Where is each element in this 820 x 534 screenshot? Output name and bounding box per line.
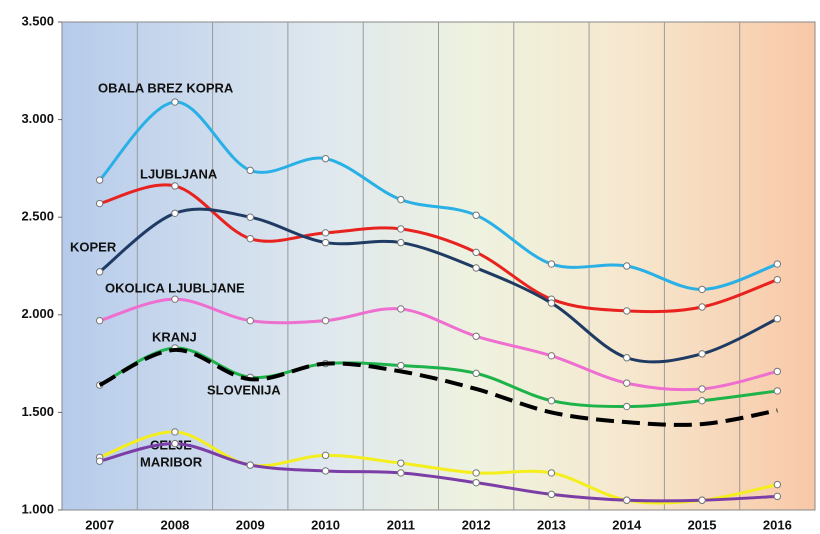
data-point <box>698 350 706 358</box>
data-point <box>698 303 706 311</box>
y-tick-label: 3.000 <box>21 111 54 126</box>
data-point <box>171 295 179 303</box>
x-tick-label: 2016 <box>763 517 792 532</box>
data-point <box>397 238 405 247</box>
data-point <box>472 469 480 477</box>
data-point <box>171 428 179 436</box>
data-point <box>472 248 480 257</box>
series-line <box>98 347 778 427</box>
data-point <box>547 490 556 499</box>
data-point <box>773 492 782 501</box>
data-point <box>95 316 104 325</box>
data-point <box>246 213 254 221</box>
data-point <box>171 98 179 106</box>
data-point <box>95 176 104 184</box>
data-point <box>321 238 330 247</box>
y-tick-label: 2.000 <box>21 306 54 321</box>
data-point <box>472 332 480 340</box>
data-point <box>773 275 782 284</box>
data-point <box>397 305 405 313</box>
data-point <box>472 264 480 272</box>
data-point <box>623 496 631 504</box>
data-point <box>623 262 631 270</box>
data-point <box>95 199 104 208</box>
data-point <box>547 260 556 268</box>
series-line <box>99 297 778 392</box>
x-tick-label: 2009 <box>236 517 265 532</box>
data-point <box>547 299 556 307</box>
data-point <box>397 361 405 370</box>
series-line <box>98 100 778 291</box>
y-tick-label: 3.500 <box>21 13 54 28</box>
data-point <box>246 166 254 175</box>
x-tick-label: 2012 <box>462 517 491 532</box>
series-label: KRANJ <box>152 329 197 344</box>
data-point <box>397 225 405 233</box>
data-point <box>547 396 556 405</box>
x-tick-label: 2011 <box>387 517 415 532</box>
data-point <box>472 478 480 487</box>
data-point <box>171 209 179 217</box>
data-point <box>321 451 330 460</box>
x-tick-label: 2007 <box>85 517 114 532</box>
data-point <box>773 367 782 376</box>
data-point <box>95 457 104 465</box>
y-tick-label: 1.500 <box>21 404 54 419</box>
data-point <box>698 285 706 294</box>
data-point <box>171 439 179 448</box>
data-point <box>698 496 706 504</box>
data-point <box>623 379 631 387</box>
data-point <box>773 387 782 395</box>
data-point <box>95 268 104 276</box>
series-label: OKOLICA LJUBLJANE <box>105 280 245 295</box>
series-label: MARIBOR <box>140 454 203 469</box>
data-point <box>547 352 556 360</box>
series-label: OBALA BREZ KOPRA <box>98 80 234 95</box>
data-point <box>397 195 405 204</box>
series-label: SLOVENIJA <box>207 382 281 397</box>
data-point <box>472 369 480 378</box>
x-tick-label: 2010 <box>311 517 340 532</box>
data-point <box>397 469 405 477</box>
x-tick-label: 2008 <box>160 517 189 532</box>
data-point <box>246 461 254 469</box>
data-point <box>246 316 254 325</box>
series-line <box>98 207 778 364</box>
y-tick-label: 2.500 <box>21 209 54 224</box>
data-point <box>698 396 706 405</box>
x-tick-label: 2013 <box>537 517 566 532</box>
data-point <box>547 469 556 477</box>
y-tick-label: 1.000 <box>21 501 54 516</box>
x-tick-label: 2014 <box>612 517 642 532</box>
data-point <box>246 234 254 243</box>
data-point <box>397 459 405 467</box>
data-point <box>698 385 706 393</box>
series-line <box>99 183 778 314</box>
series-line <box>99 442 778 503</box>
data-point <box>321 467 330 475</box>
data-point <box>472 211 480 219</box>
data-point <box>623 354 631 362</box>
data-point <box>321 154 330 163</box>
data-point <box>171 182 179 190</box>
data-point <box>321 316 330 325</box>
data-point <box>773 480 782 489</box>
x-tick-label: 2015 <box>688 517 717 532</box>
data-point <box>623 402 631 411</box>
data-point <box>773 315 782 323</box>
data-point <box>321 229 330 237</box>
series-line <box>99 430 778 505</box>
series-label: LJUBLJANA <box>140 166 218 181</box>
series-label: KOPER <box>70 239 117 254</box>
data-point <box>623 307 631 315</box>
data-point <box>773 260 782 268</box>
